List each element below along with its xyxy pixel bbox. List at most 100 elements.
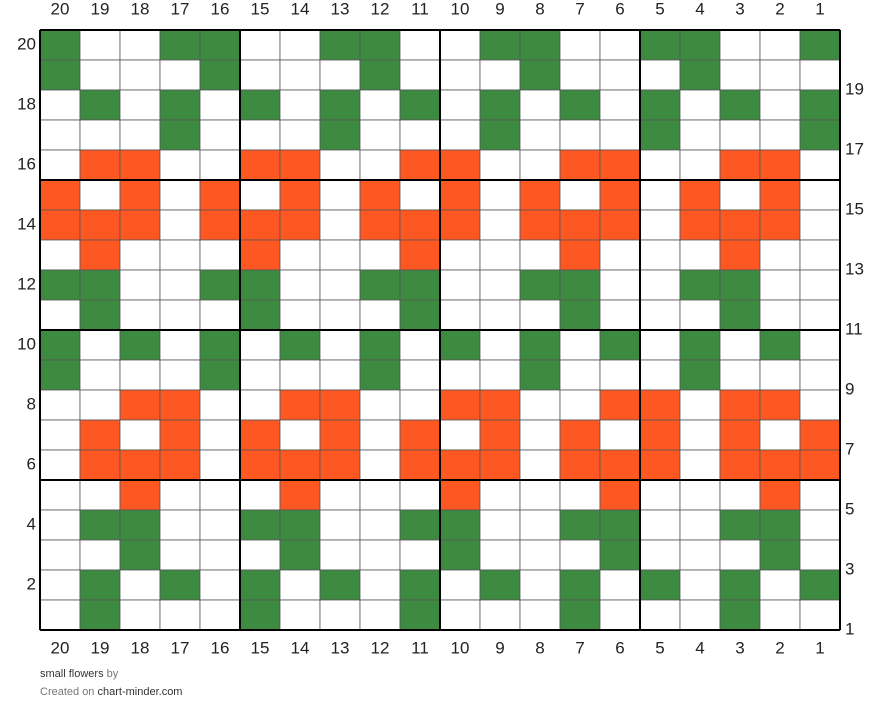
cell xyxy=(559,89,601,121)
cell xyxy=(319,329,361,361)
cell xyxy=(679,209,721,241)
cell xyxy=(679,179,721,211)
column-label: 19 xyxy=(91,638,110,657)
cell xyxy=(319,359,361,391)
cell xyxy=(359,389,401,421)
chart-name: small flowers xyxy=(40,668,104,680)
cell xyxy=(199,149,241,181)
site[interactable]: chart-minder.com xyxy=(97,686,183,698)
cell xyxy=(519,59,561,91)
cell xyxy=(519,179,561,211)
cell xyxy=(359,299,401,331)
cell xyxy=(439,149,481,181)
cell xyxy=(399,239,441,271)
cell xyxy=(759,539,801,571)
cell xyxy=(639,209,681,241)
cell xyxy=(279,269,321,301)
column-label: 2 xyxy=(775,0,784,18)
cell xyxy=(199,119,241,151)
column-label: 4 xyxy=(695,638,704,657)
cell xyxy=(799,569,841,601)
column-label: 5 xyxy=(655,0,664,18)
cell xyxy=(319,479,361,511)
cell xyxy=(759,509,801,541)
column-label: 13 xyxy=(331,638,350,657)
row-label: 6 xyxy=(27,454,36,473)
column-label: 15 xyxy=(251,638,270,657)
row-label: 5 xyxy=(845,499,854,518)
row-label: 20 xyxy=(17,34,36,53)
cell xyxy=(479,89,521,121)
cell xyxy=(239,389,281,421)
cell xyxy=(719,389,761,421)
cell xyxy=(239,179,281,211)
cell xyxy=(319,209,361,241)
cell xyxy=(159,89,201,121)
cell xyxy=(639,329,681,361)
cell xyxy=(319,149,361,181)
cell xyxy=(479,479,521,511)
column-label: 17 xyxy=(171,0,190,18)
column-label: 16 xyxy=(211,638,230,657)
cell xyxy=(359,359,401,391)
cell xyxy=(359,209,401,241)
cell xyxy=(239,329,281,361)
row-label: 9 xyxy=(845,379,854,398)
cell xyxy=(759,299,801,331)
cell xyxy=(799,329,841,361)
cell xyxy=(479,329,521,361)
cell xyxy=(559,269,601,301)
cell xyxy=(479,239,521,271)
cell xyxy=(279,59,321,91)
cell xyxy=(639,479,681,511)
cell xyxy=(119,209,161,241)
cell xyxy=(759,329,801,361)
cell xyxy=(439,269,481,301)
cell xyxy=(39,539,81,571)
cell xyxy=(199,59,241,91)
column-label: 7 xyxy=(575,638,584,657)
cell xyxy=(439,329,481,361)
column-label: 6 xyxy=(615,0,624,18)
cell xyxy=(39,449,81,481)
cell xyxy=(79,389,121,421)
cell xyxy=(759,479,801,511)
cell xyxy=(279,479,321,511)
row-label: 10 xyxy=(17,334,36,353)
cell xyxy=(279,359,321,391)
cell xyxy=(399,509,441,541)
column-label: 1 xyxy=(815,638,824,657)
cell xyxy=(39,299,81,331)
cell xyxy=(479,569,521,601)
cell xyxy=(279,119,321,151)
cell xyxy=(279,419,321,451)
cell xyxy=(599,29,641,61)
cell xyxy=(759,179,801,211)
column-label: 3 xyxy=(735,638,744,657)
cell xyxy=(519,29,561,61)
row-label: 18 xyxy=(17,94,36,113)
cell xyxy=(799,599,841,631)
cell xyxy=(319,179,361,211)
cell xyxy=(439,299,481,331)
column-label: 6 xyxy=(615,638,624,657)
cell xyxy=(679,149,721,181)
cell xyxy=(719,479,761,511)
cell xyxy=(39,359,81,391)
column-label: 18 xyxy=(131,0,150,18)
cell xyxy=(599,569,641,601)
cell xyxy=(519,539,561,571)
cell xyxy=(759,599,801,631)
cell xyxy=(599,479,641,511)
column-label: 10 xyxy=(451,638,470,657)
cell xyxy=(639,599,681,631)
cell xyxy=(159,179,201,211)
cell xyxy=(799,539,841,571)
cell xyxy=(559,179,601,211)
cell xyxy=(559,119,601,151)
column-label: 3 xyxy=(735,0,744,18)
cell xyxy=(239,569,281,601)
cell xyxy=(319,599,361,631)
cell xyxy=(639,539,681,571)
cell xyxy=(599,119,641,151)
